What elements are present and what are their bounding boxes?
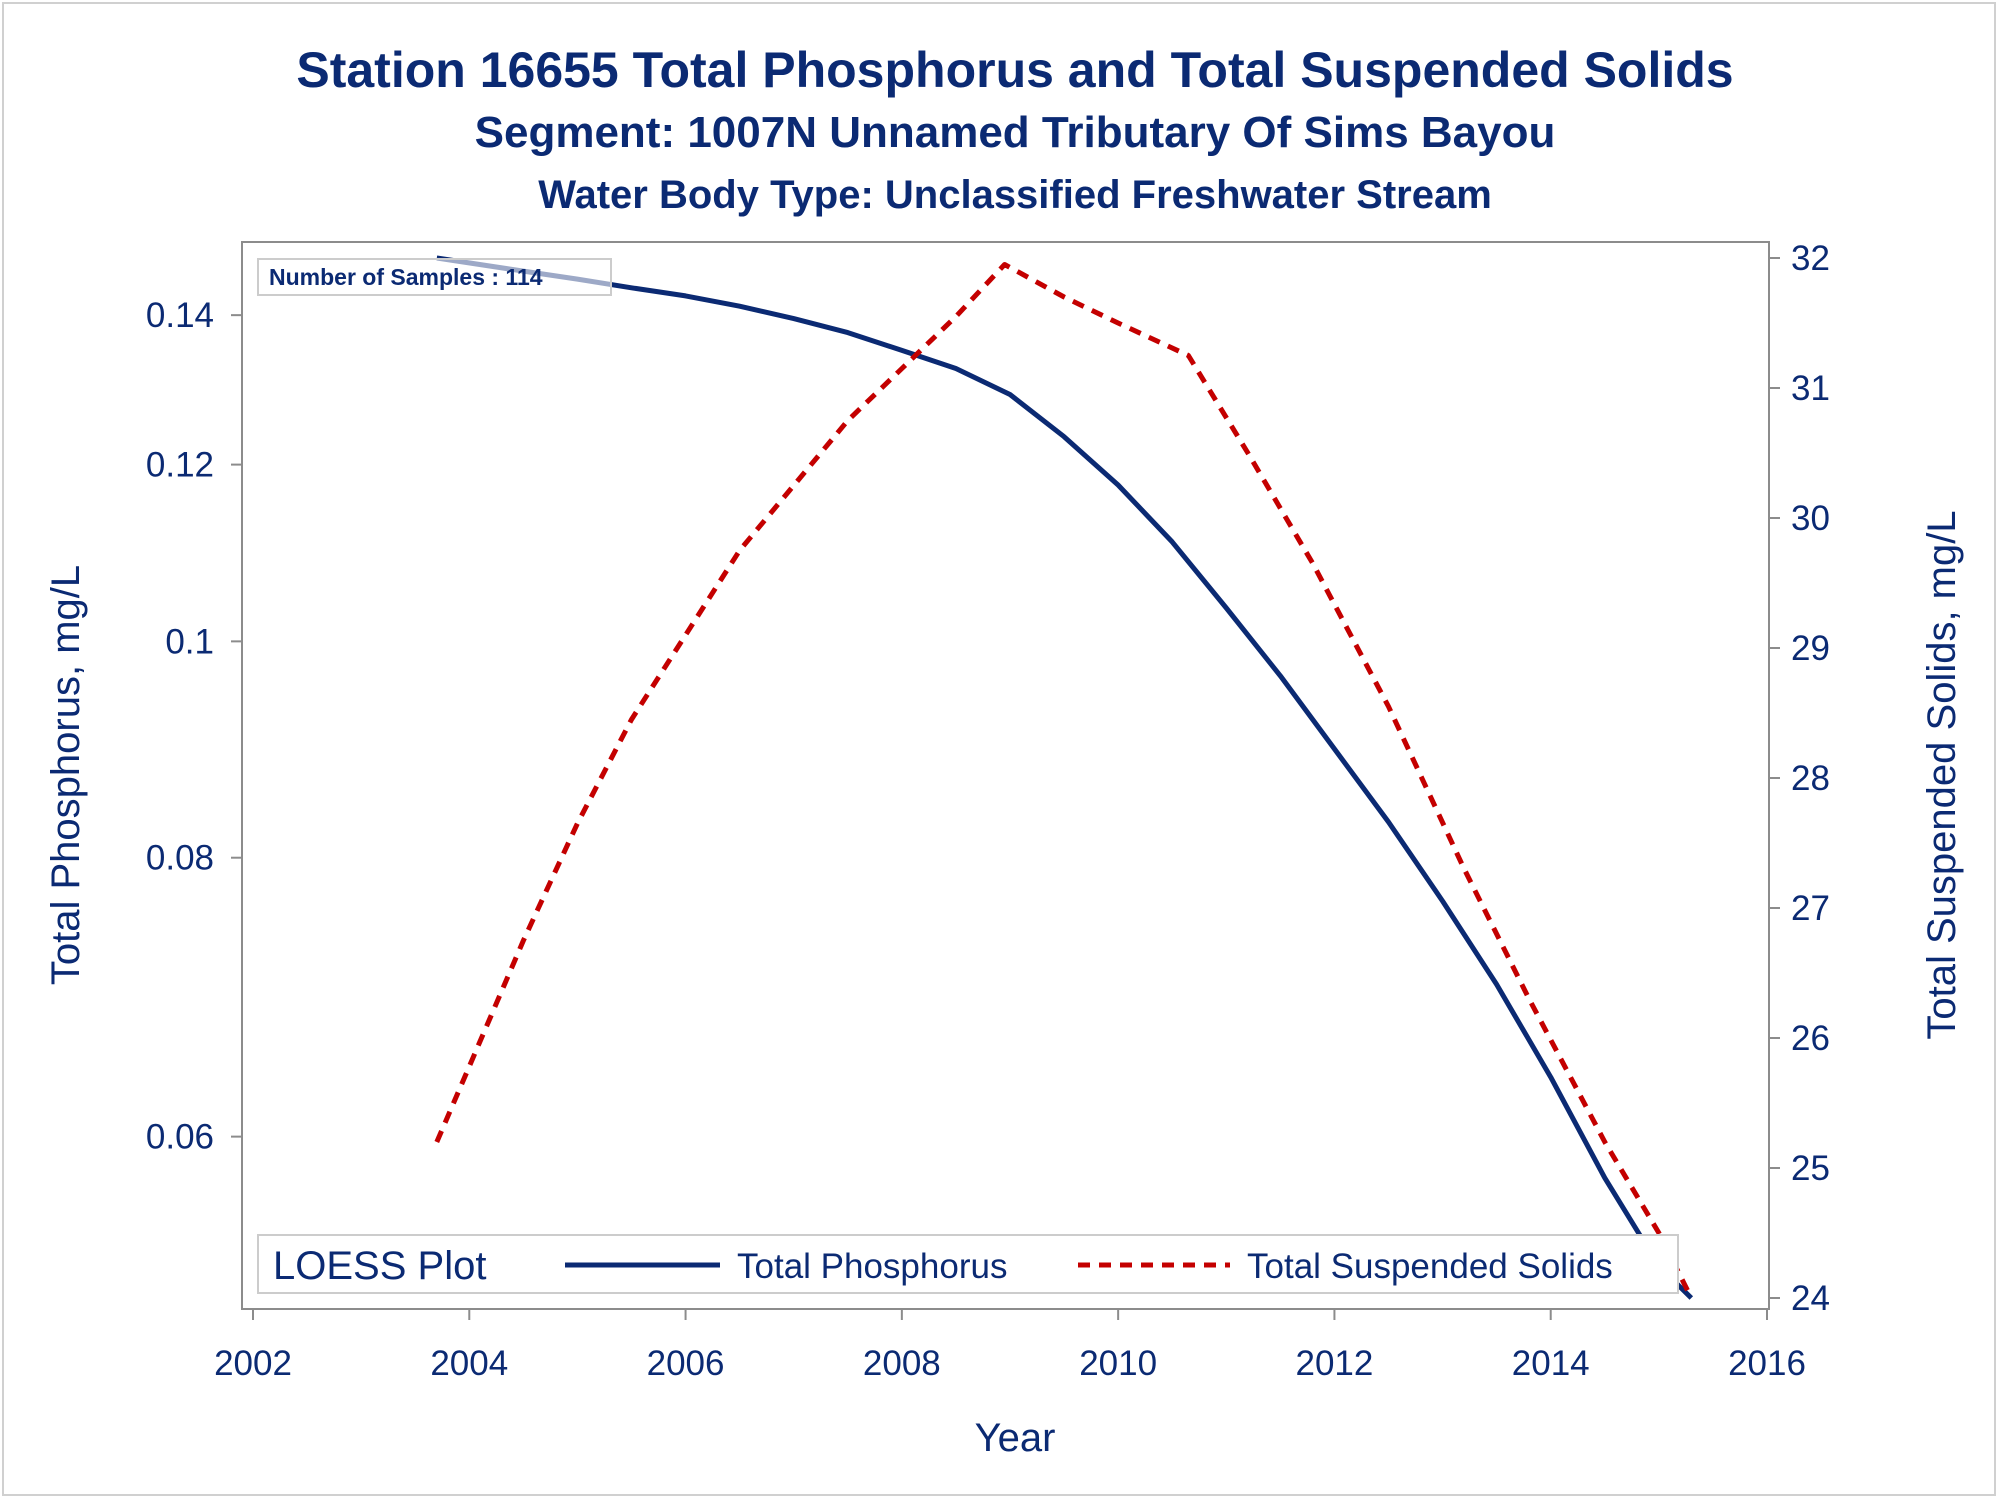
legend: LOESS Plot Total Phosphorus Total Suspen… (257, 1234, 1679, 1294)
y-left-tick-label: 0.08 (146, 839, 214, 878)
x-tick-label: 2008 (863, 1344, 941, 1383)
sample-count-box: Number of Samples : 114 (257, 258, 612, 296)
legend-title: LOESS Plot (273, 1244, 486, 1288)
y-right-tick-label: 29 (1791, 629, 1830, 668)
y-axis-right: 24 25 26 27 28 29 30 31 32 (1769, 239, 1830, 1318)
series-layer (434, 255, 1694, 1300)
y-axis-left-label: Total Phosphorus, mg/L (44, 565, 88, 985)
sample-count-frame (257, 258, 612, 296)
y-right-tick-label: 25 (1791, 1149, 1830, 1188)
y-right-tick-label: 27 (1791, 889, 1830, 928)
plot-area-frame (241, 241, 1770, 1310)
sample-count-label: Number of Samples : 114 (269, 264, 543, 290)
x-tick-label: 2004 (430, 1344, 508, 1383)
x-tick-label: 2012 (1295, 1344, 1373, 1383)
x-tick-label: 2010 (1079, 1344, 1157, 1383)
legend-label-phosphorus: Total Phosphorus (737, 1247, 1007, 1286)
y-left-tick-label: 0.06 (146, 1118, 214, 1157)
y-left-tick-label: 0.1 (165, 622, 214, 661)
chart-titles: Station 16655 Total Phosphorus and Total… (0, 38, 2000, 226)
y-left-tick-label: 0.12 (146, 446, 214, 485)
y-right-tick-label: 24 (1791, 1279, 1830, 1318)
chart-subtitle-2: Water Body Type: Unclassified Freshwater… (538, 173, 1492, 217)
legend-label-solids: Total Suspended Solids (1247, 1247, 1613, 1286)
y-right-tick-label: 31 (1791, 369, 1830, 408)
x-axis: 2002 2004 2006 2008 2010 2012 2014 2016 (214, 1309, 1806, 1383)
x-tick-label: 2002 (214, 1344, 292, 1383)
x-tick-label: 2014 (1512, 1344, 1590, 1383)
y-left-tick-label: 0.14 (146, 296, 214, 335)
series-line-total-suspended-solids (434, 262, 1694, 1300)
x-tick-label: 2006 (647, 1344, 725, 1383)
y-right-tick-label: 28 (1791, 759, 1830, 798)
y-right-tick-label: 32 (1791, 239, 1830, 278)
chart-title: Station 16655 Total Phosphorus and Total… (296, 42, 1734, 98)
y-right-tick-label: 26 (1791, 1019, 1830, 1058)
x-tick-label: 2016 (1728, 1344, 1806, 1383)
x-axis-label: Year (975, 1416, 1056, 1460)
y-axis-right-label: Total Suspended Solids, mg/L (1920, 510, 1964, 1039)
y-right-tick-label: 30 (1791, 499, 1830, 538)
legend-frame (257, 1234, 1679, 1294)
series-line-total-phosphorus (436, 255, 1694, 1300)
y-axis-left: 0.06 0.08 0.1 0.12 0.14 (146, 296, 242, 1157)
chart-subtitle: Segment: 1007N Unnamed Tributary Of Sims… (474, 108, 1556, 157)
